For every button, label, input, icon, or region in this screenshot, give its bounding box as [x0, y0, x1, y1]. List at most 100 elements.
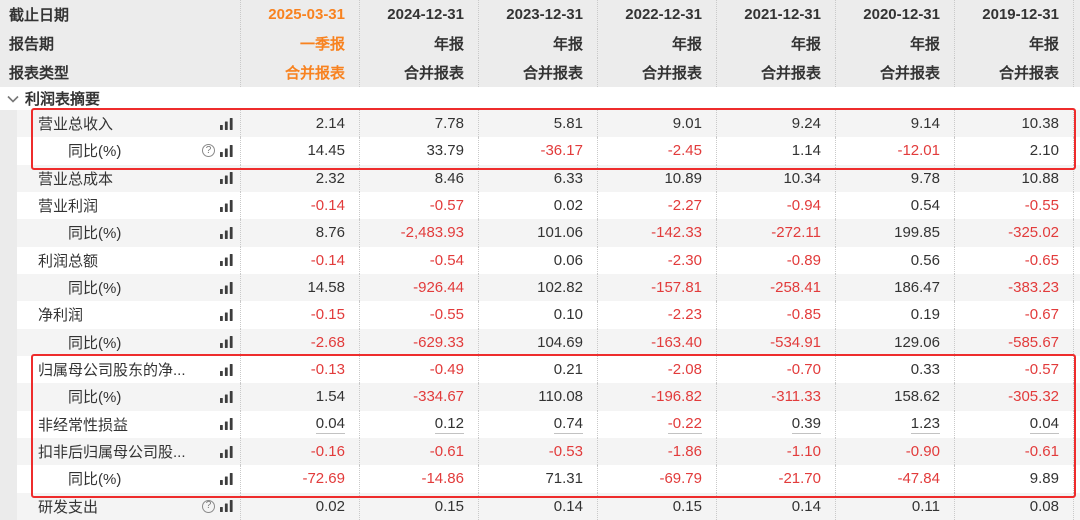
column-sliver	[1073, 0, 1080, 29]
row-icons	[220, 172, 233, 185]
column-sliver	[1073, 191, 1080, 220]
value-text: -0.65	[1024, 251, 1059, 269]
bar-chart-icon[interactable]	[220, 308, 233, 321]
help-icon[interactable]: ?	[202, 144, 215, 158]
row-gutter	[0, 137, 17, 165]
value-text: -325.02	[1008, 224, 1059, 242]
header-row: 报告期 一季报 年报 年报 年报 年报 年报 年报	[0, 29, 1080, 58]
value-cell: 33.79	[359, 137, 478, 165]
value-cell: -2.08	[597, 355, 716, 384]
table-row: 同比(%) -72.69 -14.86 71.31 -69.79 -21.70 -47.8…	[0, 465, 1080, 493]
value-cell: -163.40	[597, 328, 716, 356]
bar-chart-icon[interactable]	[220, 472, 233, 485]
value-cell: -14.86	[359, 465, 478, 493]
value-text: 14.58	[307, 279, 345, 297]
header-cell-text: 合并报表	[998, 65, 1059, 82]
value-text: -0.67	[1024, 306, 1059, 324]
value-text: -0.94	[786, 197, 821, 215]
value-text: 199.85	[894, 224, 940, 242]
row-label-area: 同比(%)	[17, 219, 240, 246]
row-gutter	[0, 410, 17, 438]
bar-chart-icon[interactable]	[220, 390, 233, 403]
table-row: 扣非后归属母公司股... -0.16 -0.61 -0.53 -1.86 -1.10 -0…	[0, 437, 1080, 466]
header-cell-text: 合并报表	[522, 65, 583, 82]
header-row: 截止日期 2025-03-31 2024-12-31 2023-12-31 2022-…	[0, 0, 1080, 29]
value-text: 0.04	[1029, 414, 1059, 434]
value-cell: -2.27	[597, 191, 716, 220]
value-cell: -0.55	[954, 191, 1073, 220]
value-text: 10.38	[1021, 115, 1059, 133]
value-text: 8.46	[434, 169, 464, 187]
header-cell-text: 2024-12-31	[387, 6, 464, 23]
section-toggle[interactable]: 利润表摘要	[0, 87, 1080, 110]
bar-chart-icon[interactable]	[220, 117, 233, 130]
column-sliver	[1073, 219, 1080, 247]
header-cell: 2022-12-31	[597, 0, 716, 29]
value-cell: 0.04	[954, 410, 1073, 438]
value-text: 0.10	[553, 306, 583, 324]
value-text: 0.56	[910, 251, 940, 269]
bar-chart-icon[interactable]	[220, 199, 233, 212]
row-label-area: 扣非后归属母公司股...	[17, 438, 240, 465]
value-text: -0.16	[310, 443, 345, 461]
value-text: -305.32	[1008, 388, 1059, 406]
value-text: -196.82	[651, 388, 702, 406]
value-text: -2.68	[310, 333, 345, 351]
row-icons	[220, 281, 233, 294]
row-gutter	[0, 219, 17, 247]
bar-chart-icon[interactable]	[220, 336, 233, 349]
header-cell-text: 2025-03-31	[268, 6, 345, 23]
header-cell: 年报	[359, 29, 478, 58]
value-cell: -0.14	[240, 191, 359, 220]
value-cell: 14.45	[240, 137, 359, 165]
row-icons: ?	[202, 499, 233, 513]
value-text: 101.06	[537, 224, 583, 242]
value-text: 0.12	[434, 414, 464, 434]
row-label: 净利润	[38, 307, 84, 325]
value-text: -0.57	[1024, 361, 1059, 379]
bar-chart-icon[interactable]	[220, 172, 233, 185]
value-cell: -0.53	[478, 437, 597, 466]
value-cell: -36.17	[478, 137, 597, 165]
value-text: 0.54	[910, 197, 940, 215]
help-icon[interactable]: ?	[202, 499, 215, 513]
row-label-area: 利润总额	[17, 247, 240, 274]
bar-chart-icon[interactable]	[220, 363, 233, 376]
column-sliver	[1073, 164, 1080, 192]
column-sliver	[1073, 137, 1080, 165]
value-cell: 0.15	[359, 492, 478, 520]
value-cell: -272.11	[716, 219, 835, 247]
bar-chart-icon[interactable]	[220, 281, 233, 294]
row-icons	[220, 199, 233, 212]
bar-chart-icon[interactable]	[220, 226, 233, 239]
row-label: 营业总收入	[38, 116, 114, 134]
row-gutter	[0, 492, 17, 520]
row-gutter	[0, 164, 17, 192]
bar-chart-icon[interactable]	[220, 418, 233, 431]
value-cell: 129.06	[835, 328, 954, 356]
row-label-area: 营业总成本	[17, 165, 240, 192]
value-text: 9.78	[910, 169, 940, 187]
value-text: -1.86	[667, 443, 702, 461]
column-sliver	[1073, 301, 1080, 329]
value-cell: 0.06	[478, 246, 597, 274]
bar-chart-icon[interactable]	[220, 254, 233, 267]
value-cell: -629.33	[359, 328, 478, 356]
header-cell-text: 合并报表	[403, 65, 464, 82]
bar-chart-icon[interactable]	[220, 500, 233, 513]
value-text: -2.27	[667, 197, 702, 215]
value-text: 2.10	[1029, 142, 1059, 160]
value-text: 9.89	[1029, 470, 1059, 488]
value-cell: -0.67	[954, 301, 1073, 329]
bar-chart-icon[interactable]	[220, 445, 233, 458]
value-text: 0.04	[315, 414, 345, 434]
row-icons	[220, 226, 233, 239]
header-cell: 年报	[478, 29, 597, 58]
bar-chart-icon[interactable]	[220, 144, 233, 157]
value-cell: -585.67	[954, 328, 1073, 356]
value-cell: 8.76	[240, 219, 359, 247]
value-cell: -2.45	[597, 137, 716, 165]
value-text: 110.08	[538, 388, 583, 406]
header-cell-text: 年报	[909, 36, 940, 53]
value-text: 0.02	[553, 197, 583, 215]
